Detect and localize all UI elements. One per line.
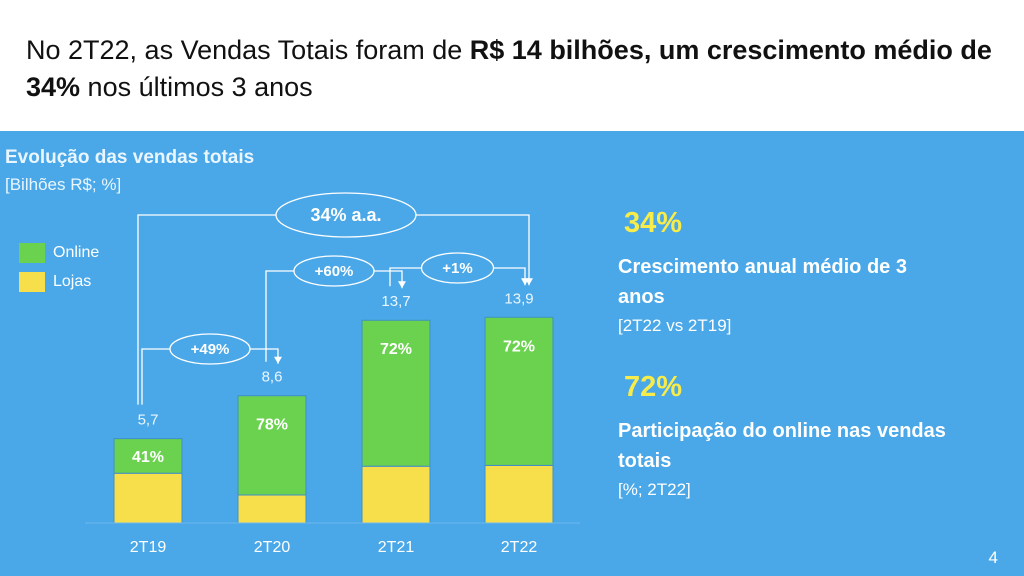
metric-growth-note: [2T22 vs 2T19] bbox=[618, 316, 732, 335]
bar-online-share-label-2T20: 78% bbox=[256, 417, 288, 434]
bar-lojas-2T20 bbox=[237, 494, 307, 524]
growth-2t19-2t20-label: +49% bbox=[191, 341, 230, 358]
metric-growth-value: 34% bbox=[624, 207, 683, 239]
bar-total-label-2T22: 13,9 bbox=[504, 290, 533, 307]
legend-online: Online bbox=[19, 243, 99, 263]
x-tick-label-2T21: 2T21 bbox=[378, 539, 415, 556]
bar-total-label-2T19: 5,7 bbox=[138, 412, 159, 429]
growth-2t21-2t22-bubble bbox=[420, 252, 495, 284]
bar-online-share-label-2T22: 72% bbox=[503, 338, 535, 355]
bar-lojas-2T19 bbox=[113, 472, 183, 524]
growth-cagr-line bbox=[137, 214, 530, 405]
growth-2t20-2t21-bubble bbox=[293, 255, 375, 287]
bar-total-label-2T21: 13,7 bbox=[381, 293, 410, 310]
slide-headline: No 2T22, as Vendas Totais foram de R$ 14… bbox=[26, 32, 1006, 106]
metric-online-value: 72% bbox=[624, 371, 683, 403]
x-tick-label-2T22: 2T22 bbox=[501, 539, 538, 556]
growth-cagr-arrow bbox=[525, 278, 533, 286]
chart-subtitle: [Bilhões R$; %] bbox=[5, 175, 122, 194]
bar-online-share-label-2T21: 72% bbox=[380, 341, 412, 358]
metric-growth-label: Crescimento anual médio de 3 anos bbox=[618, 256, 907, 308]
legend-swatch-online bbox=[19, 243, 45, 263]
growth-2t20-2t21-label: +60% bbox=[315, 263, 354, 280]
growth-cagr-label: 34% a.a. bbox=[310, 205, 381, 225]
growth-cagr-bubble bbox=[275, 192, 417, 238]
metric-online-note: [%; 2T22] bbox=[618, 480, 691, 499]
x-tick-label-2T20: 2T20 bbox=[254, 539, 291, 556]
growth-2t21-2t22-label: +1% bbox=[442, 260, 472, 277]
x-tick-label-2T19: 2T19 bbox=[130, 539, 167, 556]
headline-text-1: No 2T22, as Vendas Totais foram de bbox=[26, 35, 470, 65]
bar-lojas-2T22 bbox=[484, 464, 554, 524]
headline-bold-text: R$ 14 bilhões, um crescimento médio de 3… bbox=[26, 35, 992, 102]
chart-title: Evolução das vendas totais bbox=[5, 147, 255, 168]
bar-online-2T20 bbox=[237, 395, 307, 496]
growth-2t19-2t20-arrow bbox=[274, 356, 282, 364]
bar-online-2T19 bbox=[113, 438, 183, 474]
growth-2t20-2t21-arrow bbox=[398, 281, 406, 289]
page-number: 4 bbox=[988, 548, 998, 567]
legend-swatch-lojas bbox=[19, 272, 45, 292]
legend-lojas: Lojas bbox=[19, 272, 91, 292]
bar-lojas-2T21 bbox=[361, 465, 431, 524]
growth-2t19-2t20-bubble bbox=[169, 333, 251, 365]
headline-text-2: nos últimos 3 anos bbox=[80, 72, 313, 102]
bar-online-share-label-2T19: 41% bbox=[132, 449, 164, 466]
bar-online-2T21 bbox=[361, 319, 431, 467]
bar-total-label-2T20: 8,6 bbox=[262, 369, 283, 386]
bar-online-2T22 bbox=[484, 316, 554, 466]
legend-label-online: Online bbox=[53, 244, 100, 261]
metric-online-label: Participação do online nas vendas totais bbox=[618, 420, 946, 472]
legend-label-lojas: Lojas bbox=[53, 273, 92, 290]
